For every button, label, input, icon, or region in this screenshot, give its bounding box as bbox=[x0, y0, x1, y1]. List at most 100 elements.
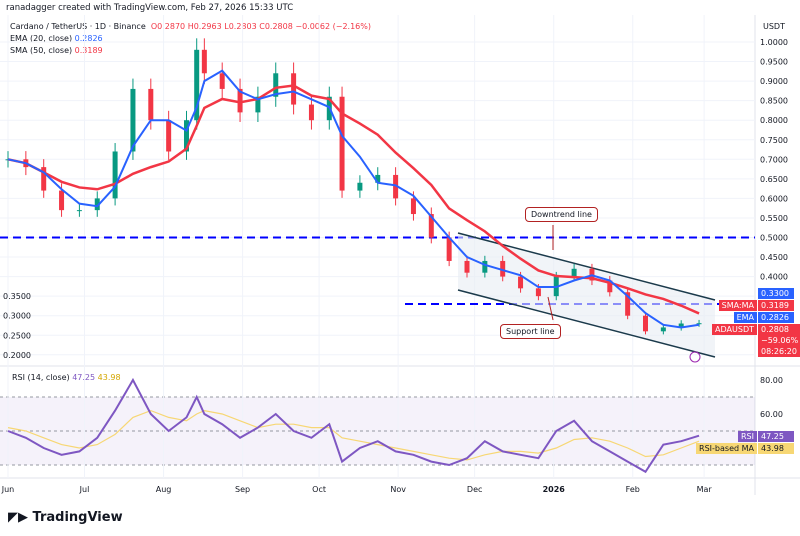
candle bbox=[535, 288, 541, 297]
candle bbox=[518, 276, 524, 289]
price-tag-percent: −59.06% bbox=[761, 336, 799, 345]
candle bbox=[184, 120, 189, 152]
candle bbox=[339, 96, 345, 191]
ohlc-change: −0.0062 (−2.16%) bbox=[295, 22, 371, 31]
downtrend-line bbox=[457, 232, 716, 301]
rsi-ma-tag-label: RSI-based MA bbox=[696, 443, 757, 454]
candle bbox=[219, 73, 225, 89]
legend: Cardano / TetherUS · 1D · Binance O0.287… bbox=[10, 21, 371, 57]
candle bbox=[326, 96, 332, 121]
rsi-ma-line bbox=[7, 409, 700, 461]
y-tick-label: 0.3000 bbox=[3, 312, 31, 321]
y-tick-label: 0.5000 bbox=[760, 234, 788, 243]
y-tick-label: 0.4500 bbox=[760, 253, 788, 262]
support-arrow bbox=[547, 296, 554, 321]
symbol-title[interactable]: Cardano / TetherUS · 1D · Binance bbox=[10, 22, 146, 31]
ema-tag: 0.2826 bbox=[758, 312, 794, 323]
rsi-tag: 47.25 bbox=[758, 431, 794, 442]
ema-20-line bbox=[7, 69, 700, 329]
support-annotation[interactable]: Support line bbox=[500, 324, 561, 339]
x-tick-label: Jun bbox=[1, 485, 15, 494]
candle bbox=[255, 96, 261, 113]
candle bbox=[59, 190, 65, 211]
y-tick-label: 0.6500 bbox=[760, 175, 788, 184]
rsi-legend-label: RSI (14, close) bbox=[12, 373, 70, 382]
sma-tag-label: SMA:MA bbox=[718, 300, 757, 311]
x-tick-label: Mar bbox=[697, 485, 713, 494]
rsi-band bbox=[0, 397, 755, 465]
x-tick-label: Sep bbox=[235, 485, 250, 494]
candle bbox=[308, 104, 314, 121]
logo-text: TradingView bbox=[32, 510, 123, 525]
sma-legend-value: 0.3189 bbox=[74, 46, 103, 55]
ohlc-low: L0.2803 bbox=[224, 22, 257, 31]
candle bbox=[41, 167, 47, 191]
x-tick-label: Jul bbox=[79, 485, 90, 494]
symbol-tag: ADAUSDT bbox=[712, 324, 757, 335]
support-line bbox=[457, 289, 716, 358]
candle bbox=[76, 210, 82, 212]
y-tick-label: 0.5500 bbox=[760, 214, 788, 223]
candle bbox=[375, 174, 381, 183]
candle bbox=[607, 280, 613, 293]
rsi-tick-label: 80.00 bbox=[760, 376, 783, 385]
y-tick-label: 0.4000 bbox=[760, 273, 788, 282]
credit-text: ranadagger created with TradingView.com,… bbox=[6, 3, 294, 13]
rsi-legend-value: 47.25 bbox=[72, 373, 96, 382]
y-tick-label: 0.9500 bbox=[760, 58, 788, 67]
y-tick-label: 0.8500 bbox=[760, 97, 788, 106]
candle bbox=[464, 260, 470, 273]
price-tag: 0.2808 −59.06% 08:26:20 bbox=[758, 324, 800, 357]
rsi-line bbox=[7, 377, 700, 474]
y-tick-label: 0.6000 bbox=[760, 194, 788, 203]
level-tag: 0.3300 bbox=[758, 288, 794, 299]
candle bbox=[571, 268, 577, 277]
price-tag-value: 0.2808 bbox=[761, 325, 789, 334]
candle bbox=[625, 292, 631, 316]
candle bbox=[446, 237, 452, 261]
y-tick-label: 0.2500 bbox=[3, 331, 31, 340]
rsi-tick-label: 60.00 bbox=[760, 410, 783, 419]
downtrend-annotation[interactable]: Downtrend line bbox=[525, 207, 598, 222]
candle bbox=[194, 49, 200, 121]
candle bbox=[5, 159, 11, 161]
rsi-tag-label: RSI bbox=[738, 431, 757, 442]
rsi-ma-tag: 43.98 bbox=[758, 443, 794, 454]
candle bbox=[166, 120, 172, 152]
sma-50-line bbox=[7, 84, 700, 315]
y-tick-label: 0.3500 bbox=[3, 292, 31, 301]
candle bbox=[130, 88, 136, 152]
y-tick-label: 0.8000 bbox=[760, 116, 788, 125]
ema-tag-label: EMA bbox=[733, 312, 757, 323]
ema-legend[interactable]: EMA (20, close) bbox=[10, 34, 73, 43]
candle bbox=[112, 151, 118, 199]
candle bbox=[643, 315, 648, 332]
candle bbox=[589, 268, 595, 281]
y-tick-label: 1.0000 bbox=[760, 38, 788, 47]
ema-legend-value: 0.2826 bbox=[74, 34, 103, 43]
tradingview-logo: ◤▶ TradingView bbox=[8, 510, 123, 525]
x-tick-label: Feb bbox=[626, 485, 640, 494]
candle bbox=[94, 198, 100, 211]
candle bbox=[660, 327, 666, 332]
rsi-ma-legend-value: 43.98 bbox=[97, 373, 121, 382]
ohlc-high: H0.2963 bbox=[187, 22, 222, 31]
candle bbox=[553, 276, 559, 297]
channel-fill bbox=[458, 233, 715, 357]
ohlc-open: O0.2870 bbox=[150, 22, 186, 31]
candle bbox=[357, 182, 363, 191]
sma-legend[interactable]: SMA (50, close) bbox=[10, 46, 73, 55]
x-tick-label: 2026 bbox=[543, 485, 566, 494]
rsi-legend[interactable]: RSI (14, close) 47.25 43.98 bbox=[12, 373, 121, 382]
tradingview-logo-icon: ◤▶ bbox=[8, 510, 33, 525]
candle bbox=[696, 323, 702, 325]
bar-countdown: 08:26:20 bbox=[761, 347, 797, 356]
sma-tag: 0.3189 bbox=[758, 300, 794, 311]
y-tick-label: 0.7500 bbox=[760, 136, 788, 145]
candle bbox=[678, 323, 684, 328]
y-tick-label: 0.2000 bbox=[3, 351, 31, 360]
candle bbox=[393, 174, 399, 199]
x-tick-label: Nov bbox=[390, 485, 406, 494]
